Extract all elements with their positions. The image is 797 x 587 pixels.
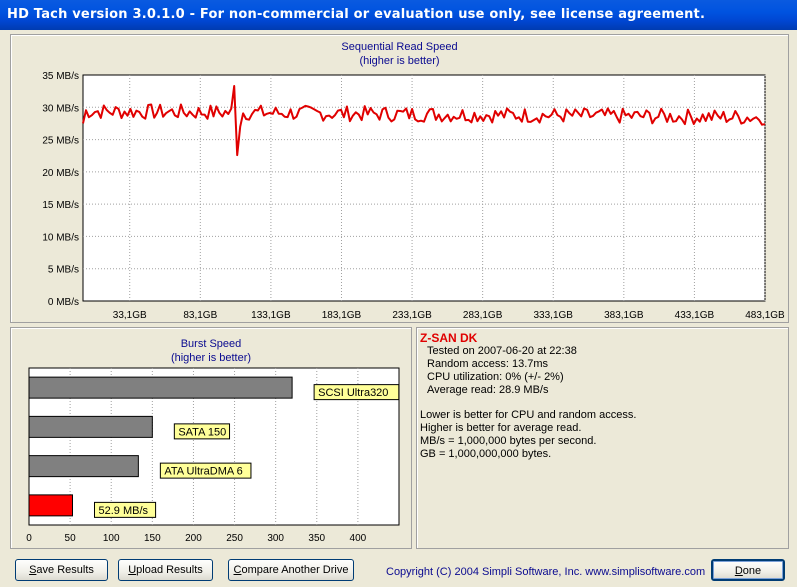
burst-x-tick-label: 400 (350, 533, 367, 544)
upload-label: pload Results (136, 564, 203, 576)
sequential-read-chart: 35 MB/s 30 MB/s 25 MB/s 20 MB/s 15 MB/s 10 MB… (42, 71, 785, 321)
random-access-text: Random access: 13.7ms (427, 358, 549, 370)
title-bar[interactable]: HD Tach version 3.0.1.0 - For non-commer… (0, 0, 797, 30)
seq-y-tick-label: 30 MB/s (42, 103, 79, 114)
average-read-text: Average read: 28.9 MB/s (427, 384, 549, 396)
sequential-read-panel: Sequential Read Speed (higher is better)… (10, 34, 789, 323)
upload-accel: U (128, 564, 137, 576)
seq-y-tick-label: 15 MB/s (42, 200, 79, 211)
done-button[interactable]: Done (711, 559, 785, 581)
seq-x-tick-label: 283,1GB (463, 310, 503, 321)
burst-bar-label-box (159, 462, 252, 479)
drive-name: Z-SAN DK (420, 331, 478, 345)
burst-bar-label: SCSI Ultra320 (318, 387, 388, 399)
burst-speed-panel: Burst Speed (higher is better) 0 50 100 150… (10, 327, 412, 549)
seq-chart-title: Sequential Read Speed (341, 41, 458, 53)
tested-on-text: Tested on 2007-06-20 at 22:38 (427, 345, 577, 357)
seq-y-tick-label: 20 MB/s (42, 168, 79, 179)
seq-x-tick-label: 83,1GB (183, 310, 217, 321)
seq-x-tick-label: 133,1GB (251, 310, 291, 321)
seq-x-tick-label: 433,1GB (675, 310, 715, 321)
seq-y-tick-label: 0 MB/s (48, 297, 79, 308)
compare-label: ompare Another Drive (241, 564, 349, 576)
burst-x-tick-label: 150 (144, 533, 161, 544)
seq-x-tick-label: 183,1GB (322, 310, 362, 321)
save-results-button[interactable]: Save Results (15, 559, 108, 581)
seq-chart-subtitle: (higher is better) (359, 55, 440, 67)
burst-x-tick-label: 100 (103, 533, 120, 544)
burst-bar-label-box (173, 423, 231, 440)
save-accel: S (29, 564, 37, 576)
seq-y-tick-label: 35 MB/s (42, 71, 79, 82)
window-title: HD Tach version 3.0.1.0 - For non-commer… (7, 7, 706, 22)
burst-x-tick-label: 300 (267, 533, 284, 544)
done-accel: D (734, 565, 743, 577)
seq-plot-area (82, 74, 766, 302)
burst-x-tick-label: 350 (308, 533, 325, 544)
seq-x-tick-label: 383,1GB (604, 310, 644, 321)
note-gb-definition: GB = 1,000,000,000 bytes. (420, 448, 552, 460)
burst-x-tick-label: 50 (65, 533, 77, 544)
save-label: ave Results (36, 564, 94, 576)
burst-bar (28, 455, 139, 478)
compare-accel: C (233, 564, 242, 576)
note-mbs-definition: MB/s = 1,000,000 bytes per second. (420, 435, 597, 447)
burst-x-tick-label: 200 (185, 533, 202, 544)
burst-bar-label: ATA UltraDMA 6 (164, 466, 242, 478)
seq-x-tick-label: 333,1GB (534, 310, 574, 321)
compare-another-drive-button[interactable]: Compare Another Drive (228, 559, 354, 581)
seq-y-tick-label: 5 MB/s (48, 265, 79, 276)
burst-chart-subtitle: (higher is better) (170, 352, 252, 364)
seq-y-tick-label: 25 MB/s (42, 136, 79, 147)
burst-bar (28, 415, 153, 438)
burst-bar (28, 376, 293, 399)
copyright-text: Copyright (C) 2004 Simpli Software, Inc.… (386, 566, 706, 578)
seq-x-tick-label: 233,1GB (392, 310, 432, 321)
upload-results-button[interactable]: Upload Results (118, 559, 213, 581)
cpu-utilization-text: CPU utilization: 0% (+/- 2%) (427, 371, 564, 383)
burst-bar (28, 494, 73, 517)
seq-y-tick-label: 10 MB/s (42, 232, 79, 243)
seq-read-series-line (82, 85, 766, 157)
burst-bar-label: SATA 150 (178, 426, 226, 438)
results-info-panel: Z-SAN DK Tested on 2007-06-20 at 22:38 R… (416, 327, 789, 549)
seq-x-tick-label: 483,1GB (745, 310, 785, 321)
burst-x-tick-label: 250 (226, 533, 243, 544)
burst-speed-chart: 0 50 100 150 200 250 300 350 400 SCSI Ultra320 SAT… (26, 367, 400, 544)
burst-x-tick-label: 0 (26, 533, 32, 544)
note-higher-better: Higher is better for average read. (420, 422, 582, 434)
burst-bar-label-box (313, 384, 400, 401)
done-label: one (742, 565, 762, 577)
burst-chart-title: Burst Speed (180, 338, 242, 350)
seq-x-tick-label: 33,1GB (113, 310, 147, 321)
burst-bar-label: 52.9 MB/s (98, 505, 148, 517)
note-lower-better: Lower is better for CPU and random acces… (420, 409, 637, 421)
burst-bar-label-box (93, 501, 157, 518)
